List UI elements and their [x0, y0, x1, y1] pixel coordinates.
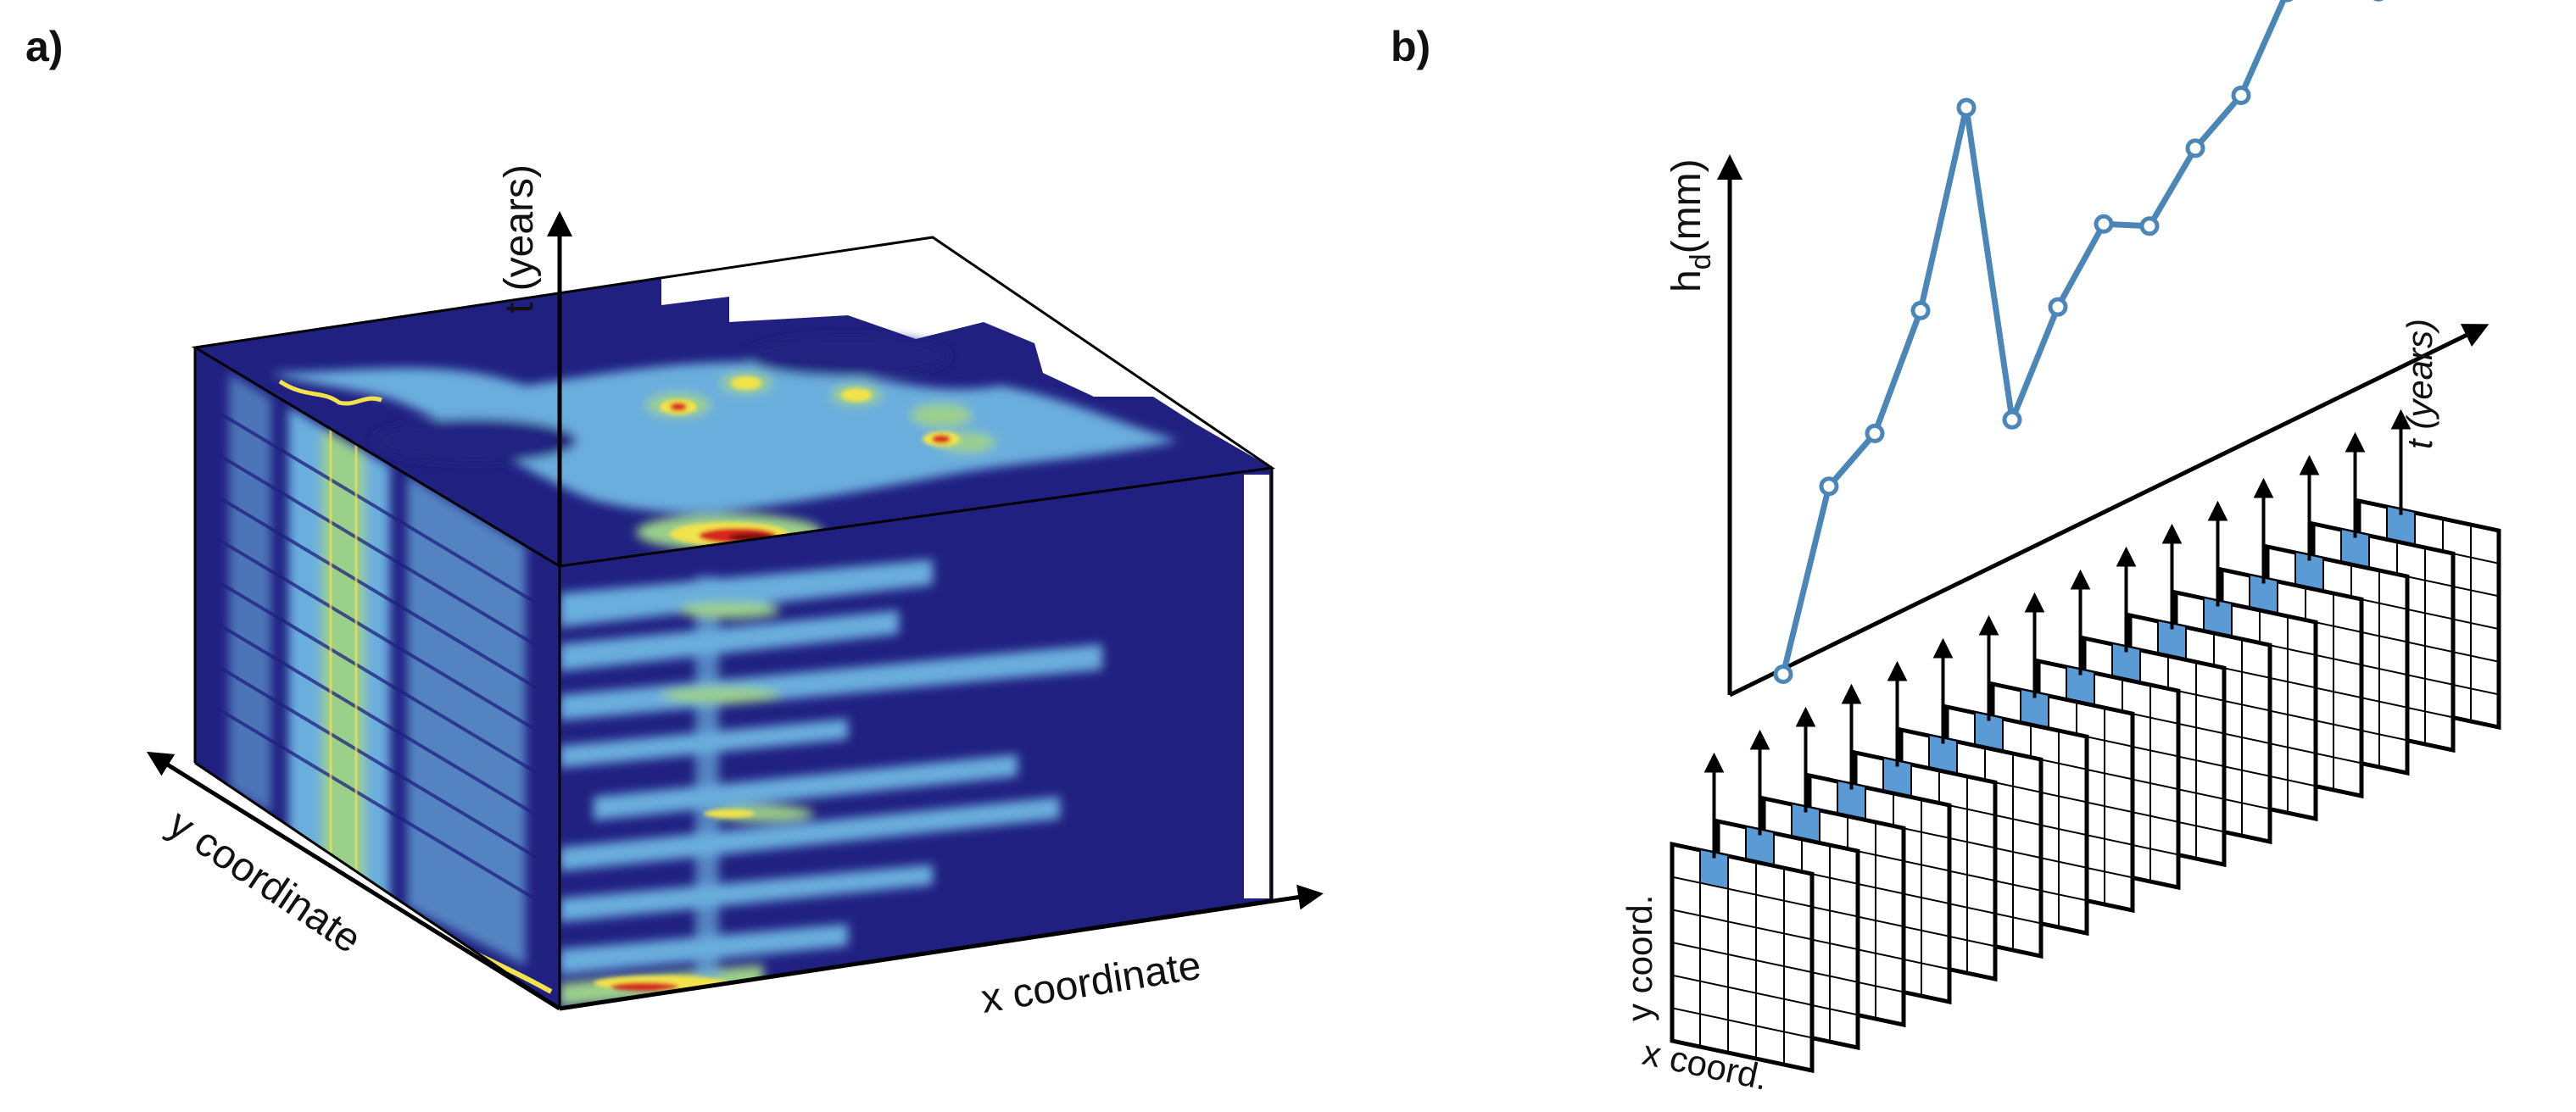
hd-data-point: [1956, 97, 1977, 118]
highlighted-cell: [2066, 667, 2094, 706]
highlighted-cell: [2387, 507, 2415, 546]
panel-b: b) hd(mm) t (years) y coord. x coord.: [1391, 0, 2501, 1098]
cube-top-face: [195, 237, 1272, 566]
hd-series-line: [1780, 0, 2287, 676]
t-axis-arrow-b: [1728, 324, 2490, 698]
cube-front-face: [560, 468, 1272, 1009]
frame-arrows: [1703, 409, 2412, 859]
t-axis-label: t (years): [497, 164, 542, 314]
hd-axis-label-unit: (mm): [1664, 158, 1709, 253]
grid-line: [1672, 876, 1812, 908]
highlighted-cell: [2295, 553, 2323, 592]
t-axis-label-b: t (years): [2400, 319, 2439, 449]
hd-data-point: [2139, 216, 2160, 236]
hd-data-point: [1819, 476, 1839, 497]
hd-data-point: [1773, 664, 1793, 684]
grid-line: [1672, 1007, 1812, 1039]
hd-axis-label-sub: d: [1685, 253, 1717, 270]
highlighted-cell: [1929, 736, 1957, 775]
grid-frame: [1670, 841, 1815, 1074]
highlighted-cell: [1883, 759, 1911, 798]
y-coord-label: y coord.: [1620, 895, 1659, 1021]
panel-a: a): [25, 23, 1324, 1022]
highlighted-cell: [2341, 530, 2369, 569]
hd-data-point: [2231, 86, 2251, 105]
panel-b-label: b): [1391, 23, 1430, 70]
hd-data-point: [2048, 297, 2068, 317]
hd-axis-label: hd(mm): [1664, 158, 1717, 292]
highlighted-cell: [2112, 644, 2140, 683]
highlighted-cell: [1792, 804, 1820, 843]
x-axis-arrow: [559, 884, 1324, 1011]
hd-data-point: [2185, 138, 2205, 158]
hd-line-chart: [1773, 0, 2384, 684]
grid-frame-stack: [1670, 498, 2501, 1074]
highlighted-cell: [1746, 827, 1774, 866]
hd-data-point: [1910, 300, 1931, 320]
panel-a-label: a): [25, 23, 63, 70]
highlighted-cell: [2204, 598, 2232, 637]
grid-line: [1672, 909, 1812, 941]
hd-data-point: [2094, 214, 2114, 234]
highlighted-cell: [1975, 713, 2003, 752]
hd-data-point: [2002, 409, 2022, 430]
grid-line: [1672, 974, 1812, 1006]
highlighted-cell: [1700, 850, 1728, 889]
hd-axis-label-main: h: [1664, 270, 1709, 292]
hd-data-point: [1865, 423, 1885, 443]
y-axis-arrow: [146, 751, 561, 1011]
highlighted-cell: [2158, 621, 2186, 660]
highlighted-cell: [1837, 781, 1865, 820]
highlighted-cell: [2021, 690, 2049, 729]
highlighted-cell: [2250, 575, 2278, 614]
grid-line: [1672, 942, 1812, 974]
x-axis-label: x coordinate: [978, 943, 1204, 1022]
